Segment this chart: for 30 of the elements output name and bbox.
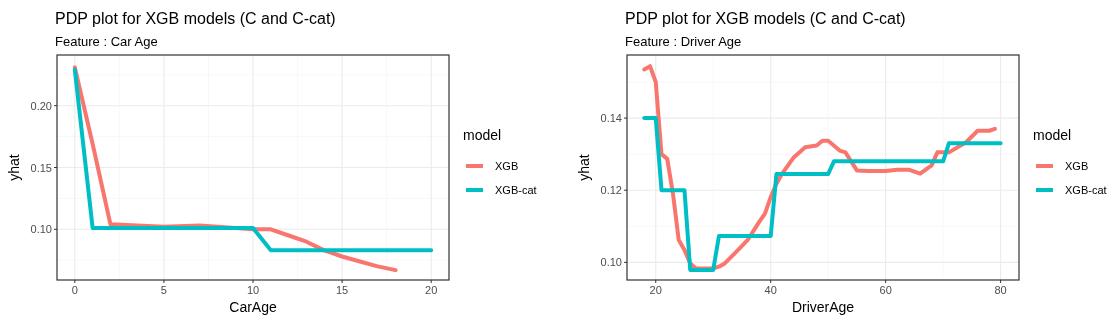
- y-tick-label: 0.15: [30, 161, 52, 174]
- legend-label: XGB: [1065, 160, 1089, 172]
- x-tick-label: 0: [71, 284, 78, 296]
- chart-subtitle: Feature : Driver Age: [625, 34, 742, 49]
- chart-title: PDP plot for XGB models (C and C-cat): [625, 10, 906, 27]
- y-axis-title: yhat: [6, 154, 22, 181]
- x-tick-label: 5: [160, 284, 167, 296]
- y-axis-title: yhat: [576, 154, 592, 181]
- y-tick-label: 0.14: [600, 112, 622, 125]
- x-tick-label: 80: [994, 284, 1007, 296]
- x-tick-label: 20: [649, 284, 662, 296]
- chart-subtitle: Feature : Car Age: [55, 34, 158, 49]
- legend-label: XGB: [495, 160, 519, 172]
- line-series: [642, 116, 1003, 272]
- chart-title: PDP plot for XGB models (C and C-cat): [55, 10, 336, 27]
- legend-label: XGB-cat: [495, 184, 537, 196]
- x-axis-title: DriverAge: [791, 299, 855, 315]
- y-tick-label: 0.20: [30, 99, 52, 112]
- legend-title: model: [1033, 127, 1072, 143]
- y-tick-label: 0.10: [30, 223, 52, 236]
- y-tick-label: 0.10: [600, 256, 622, 269]
- x-tick-label: 60: [879, 284, 892, 296]
- x-tick-label: 10: [246, 284, 260, 296]
- legend-label: XGB-cat: [1065, 184, 1107, 196]
- y-tick-label: 0.12: [600, 184, 622, 197]
- legend-title: model: [463, 127, 502, 143]
- x-tick-label: 40: [764, 284, 777, 296]
- x-axis-title: CarAge: [229, 299, 277, 315]
- x-tick-label: 20: [425, 284, 438, 296]
- x-tick-label: 15: [335, 284, 349, 296]
